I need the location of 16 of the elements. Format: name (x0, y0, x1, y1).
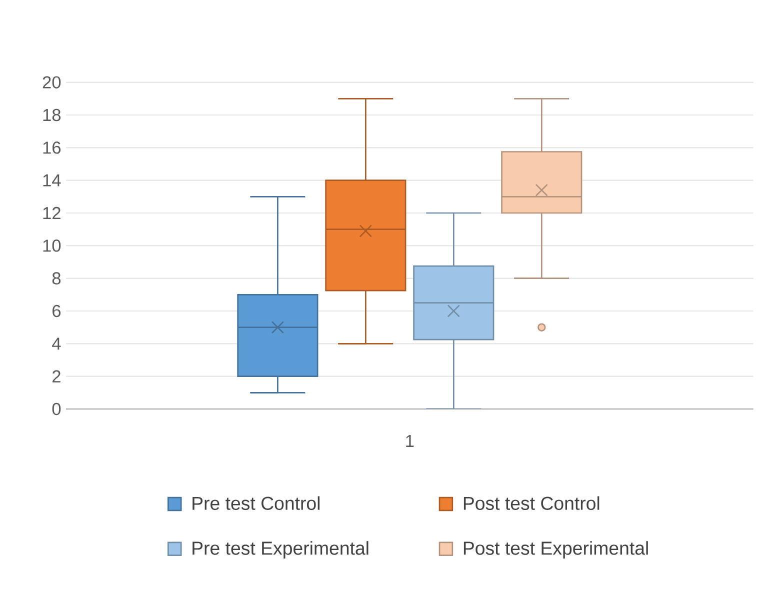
legend-label: Post test Experimental (464, 541, 648, 559)
y-tick-label: 14 (43, 174, 61, 186)
y-tick-label: 6 (52, 304, 61, 318)
legend-label: Post test Control (464, 496, 600, 510)
legend-label: Pre test Experimental (192, 541, 368, 559)
y-tick-label: 12 (43, 206, 60, 220)
y-tick-label: 8 (52, 272, 61, 284)
y-tick-label: 4 (52, 338, 61, 350)
x-tick-label: 1 (406, 435, 414, 447)
y-tick-label: 0 (52, 402, 61, 416)
y-tick-label: 10 (43, 240, 61, 252)
y-tick-label: 18 (43, 108, 61, 122)
y-tick-label: 2 (52, 370, 60, 382)
legend-label: Pre test Control (192, 496, 320, 510)
y-tick-label: 20 (42, 76, 61, 88)
y-tick-label: 16 (43, 142, 61, 154)
